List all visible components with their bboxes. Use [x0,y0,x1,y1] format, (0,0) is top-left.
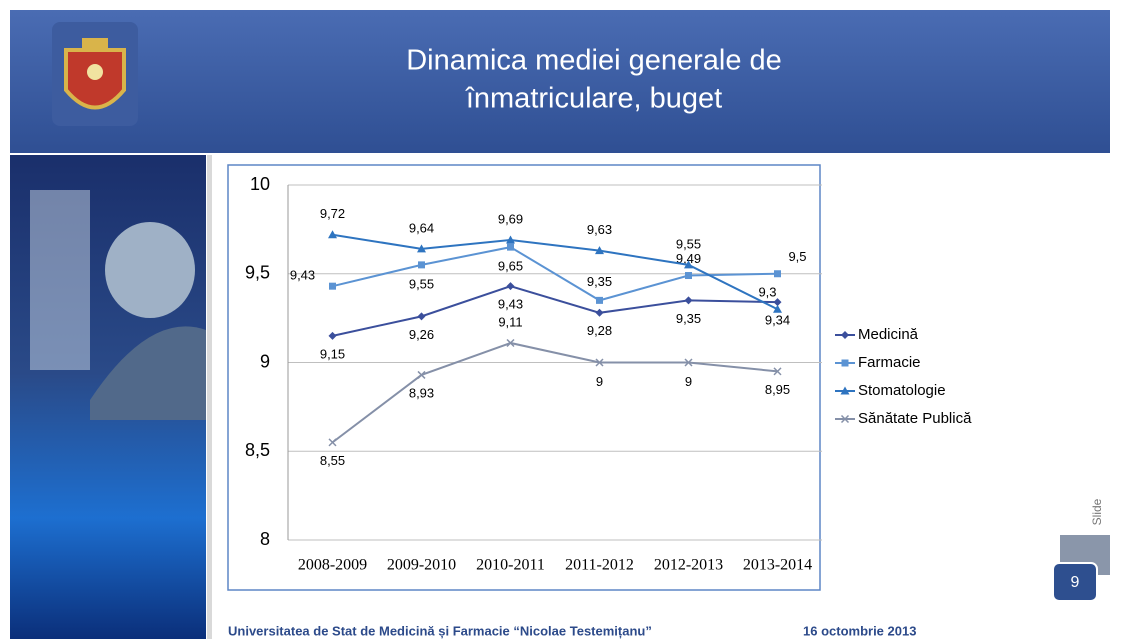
data-label: 9,63 [587,222,612,237]
marker [417,312,426,321]
marker [595,308,604,317]
data-label: 9,55 [409,276,434,291]
series-line [331,341,778,444]
data-label: 9,11 [498,314,522,329]
data-label: 9,49 [676,251,701,266]
marker [418,261,425,269]
x-tick-label: 2013-2014 [743,557,812,574]
marker [840,414,850,424]
legend-label: Sănătate Publică [858,410,972,427]
marker [773,367,782,376]
data-label: 9,5 [788,249,806,264]
marker [684,358,693,367]
x-tick-label: 2009-2010 [387,557,456,574]
marker [328,230,337,239]
marker [595,246,604,255]
logo [52,22,138,126]
y-tick-label: 9,5 [245,263,270,283]
marker [684,296,693,305]
series-line [332,246,778,302]
x-tick-label: 2008-2009 [298,557,367,574]
data-label: 9,35 [676,311,701,326]
marker [506,282,515,291]
data-label: 9,43 [290,268,315,283]
marker [328,331,337,340]
data-label: 8,95 [765,382,790,397]
data-label: 9 [685,374,692,389]
marker [506,235,515,244]
y-tick-label: 10 [250,174,270,194]
y-tick-label: 9 [260,351,270,371]
doctor-silhouette [30,190,206,420]
marker [841,359,849,367]
marker [595,358,604,367]
marker [841,331,849,339]
slide-number-box [1052,562,1098,602]
divider [207,155,212,639]
footer: Universitatea de Stat de Medicină și Far… [228,623,652,638]
data-label: 9,55 [676,236,701,251]
slide-title: înmatriculare, buget [465,83,722,115]
marker [684,260,693,269]
marker [773,304,782,313]
data-label: 9,15 [320,346,345,361]
y-tick-label: 8 [260,529,270,549]
y-tick-label: 8,5 [245,440,270,460]
data-label: 9,28 [587,323,612,338]
x-tick-label: 2010-2011 [476,557,545,574]
data-label: 8,93 [409,385,434,400]
legend-label: Stomatologie [858,382,946,399]
date: 16 octombrie 2013 [803,623,916,638]
marker [328,438,337,447]
slide-label: Slide [1090,498,1104,525]
legend-label: Medicină [858,326,919,343]
x-tick-label: 2011-2012 [565,557,634,574]
data-label: 9,65 [498,259,523,274]
legend-label: Farmacie [858,354,921,371]
marker [774,270,781,278]
marker [840,386,850,395]
chart: 8 8,5 9 9,5 10 2008-2009 2009-2010 2010-2011 201… [245,174,972,574]
chart-frame [227,164,821,591]
marker [506,338,515,348]
data-label: 9,34 [765,313,790,328]
marker [417,244,426,253]
marker [507,243,514,251]
data-label: 9,69 [498,211,523,226]
marker [417,370,426,379]
slide-number: 9 [1071,574,1080,591]
data-label: 9,3 [758,285,776,300]
marker [329,282,336,290]
x-tick-label: 2012-2013 [654,557,723,574]
data-label: 9 [596,374,603,389]
data-label: 9,43 [498,297,523,312]
data-label: 8,55 [320,453,345,468]
marker [773,298,782,307]
marker [685,272,692,280]
marker [596,296,603,304]
data-label: 9,35 [587,274,612,289]
data-label: 9,64 [409,220,434,235]
slide-title: Dinamica mediei generale de [406,45,782,77]
data-label: 9,26 [409,327,434,342]
series-line [332,285,778,337]
data-label: 9,72 [320,206,345,221]
header-band [10,10,1110,153]
series-line [332,233,778,311]
